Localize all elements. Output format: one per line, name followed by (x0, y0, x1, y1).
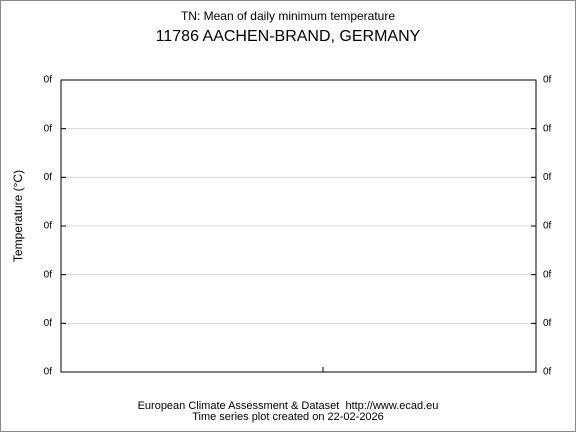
y2-tick-label: 0f (543, 318, 552, 329)
y2-tick-label: 0f (543, 172, 552, 183)
y2-tick-label: 0f (543, 75, 552, 86)
y-axis-label: Temperature (°C) (11, 170, 25, 262)
chart-subtitle: 11786 AACHEN-BRAND, GERMANY (156, 28, 421, 45)
y-tick-label: 0f (44, 221, 53, 232)
y2-tick-label: 0f (543, 367, 552, 378)
y2-tick-label: 0f (543, 269, 552, 280)
y-tick-label: 0f (44, 75, 53, 86)
y-tick-label: 0f (44, 269, 53, 280)
plot-area: 0f 0f 0f 0f 0f 0f 0f 0f 0f 0f 0f 0f 0f 0f (44, 75, 552, 378)
y-tick-label: 0f (44, 318, 53, 329)
y-tick-label: 0f (44, 123, 53, 134)
y-tick-label: 0f (44, 367, 53, 378)
footer: European Climate Assessment & Dataset ht… (138, 400, 439, 412)
y2-tick-label: 0f (543, 221, 552, 232)
y-tick-label: 0f (44, 172, 53, 183)
y2-tick-label: 0f (543, 123, 552, 134)
chart-title: TN: Mean of daily minimum temperature (181, 9, 395, 23)
footer: Time series plot created on 22-02-2026 (192, 411, 384, 423)
plot-border (60, 79, 537, 373)
